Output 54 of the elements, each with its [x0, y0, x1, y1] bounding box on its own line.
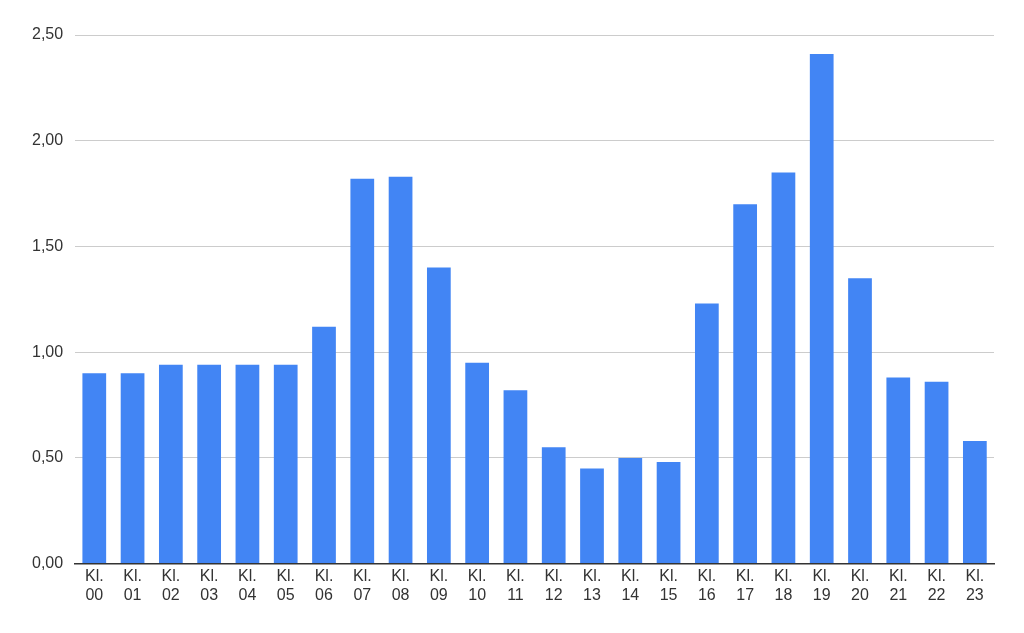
bar [733, 204, 758, 564]
x-tick-label: Kl. 09 [429, 566, 449, 603]
bar [426, 267, 451, 564]
bar [388, 176, 413, 564]
x-tick-label: Kl. 16 [697, 566, 717, 603]
bar [120, 373, 145, 564]
bar [541, 447, 566, 564]
bar [809, 54, 834, 564]
x-tick-label: Kl. 04 [238, 566, 257, 603]
x-tick-label: Kl. 23 [965, 566, 985, 603]
x-tick-label: Kl. 13 [582, 566, 602, 603]
x-tick-label: Kl. 03 [199, 566, 219, 603]
x-tick-label: Kl. 01 [123, 566, 142, 603]
bar [82, 373, 107, 564]
bar [924, 381, 949, 564]
bar [886, 377, 911, 564]
y-tick-label: 1,00 [32, 342, 64, 360]
bar [312, 326, 336, 564]
bar [503, 390, 528, 564]
x-tick-label: Kl. 00 [84, 566, 104, 603]
x-tick-label: Kl. 07 [352, 566, 372, 603]
bar [273, 364, 298, 564]
x-tick-label: Kl. 17 [735, 566, 755, 603]
y-tick-label: 1,50 [32, 236, 64, 254]
bar [848, 278, 872, 564]
x-tick-label: Kl. 19 [812, 566, 832, 603]
bar [235, 364, 260, 564]
x-tick-label: Kl. 20 [850, 566, 870, 603]
y-tick-label: 0,00 [32, 554, 64, 572]
y-tick-label: 2,00 [32, 131, 64, 149]
bar [694, 303, 719, 564]
x-tick-label: Kl. 18 [774, 566, 793, 603]
bar [962, 440, 987, 564]
bar [197, 364, 222, 564]
bar [580, 468, 604, 564]
x-tick-label: Kl. 06 [314, 566, 334, 603]
x-tick-label: Kl. 12 [544, 566, 564, 603]
x-tick-label: Kl. 02 [161, 566, 181, 603]
y-tick-label: 0,50 [32, 448, 64, 466]
x-tick-label: Kl. 08 [391, 566, 410, 603]
x-tick-label: Kl. 22 [927, 566, 946, 603]
bar [618, 457, 643, 564]
x-tick-label: Kl. 10 [467, 566, 487, 603]
bar [158, 364, 183, 564]
x-tick-label: Kl. 14 [620, 566, 640, 603]
x-tick-label: Kl. 05 [276, 566, 296, 603]
bar [465, 362, 490, 564]
bar [350, 178, 375, 564]
x-tick-label: Kl. 15 [659, 566, 678, 603]
x-tick-label: Kl. 21 [888, 566, 908, 603]
y-tick-label: 2,50 [32, 25, 64, 43]
bar [656, 462, 681, 564]
bar [771, 172, 796, 564]
x-tick-label: Kl. 11 [506, 566, 525, 603]
